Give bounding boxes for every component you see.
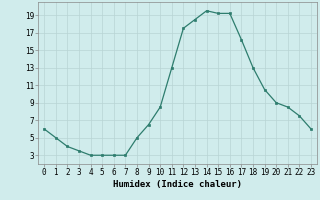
X-axis label: Humidex (Indice chaleur): Humidex (Indice chaleur)	[113, 180, 242, 189]
